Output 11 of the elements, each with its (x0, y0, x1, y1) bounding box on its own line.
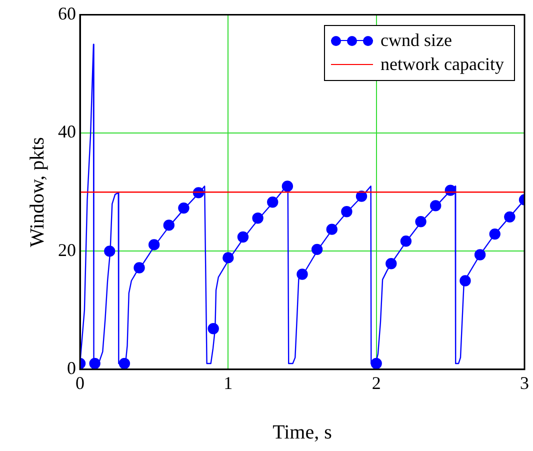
legend-label: cwnd size (380, 30, 452, 52)
x-axis-title: Time, s (272, 421, 332, 444)
y-axis-title: Window, pkts (26, 136, 48, 248)
x-tick-label: 1 (224, 372, 233, 393)
y-tick-label: 40 (58, 122, 76, 142)
y-tick-label: 0 (67, 358, 76, 378)
y-tick-label: 20 (58, 240, 76, 260)
x-tick-label: 3 (520, 372, 529, 393)
y-tick-label: 60 (58, 4, 76, 24)
x-tick-label: 2 (372, 372, 381, 393)
legend-label: network capacity (380, 54, 504, 76)
